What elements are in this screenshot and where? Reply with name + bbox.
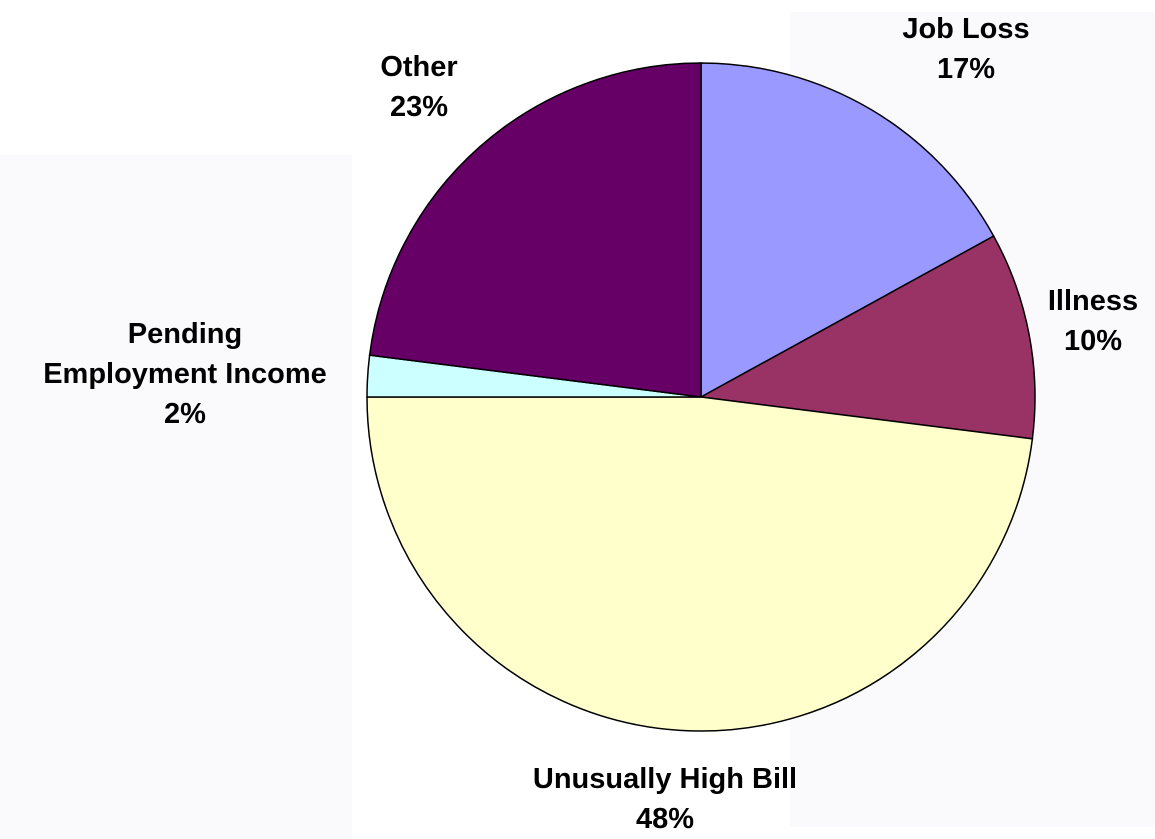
slice-label-job-loss: Job Loss 17% bbox=[902, 13, 1029, 85]
slice-labels: Job Loss 17% Illness 10% Unusually High Bill… bbox=[43, 13, 1138, 835]
slice-label-unusually-high-bill: Unusually High Bill 48% bbox=[533, 763, 797, 835]
slice-label-illness: Illness 10% bbox=[1048, 285, 1138, 357]
pie-slices bbox=[366, 62, 1036, 732]
pie-slice-other bbox=[368, 62, 702, 398]
pie-slice-job-loss bbox=[700, 62, 995, 399]
slice-label-other: Other 23% bbox=[380, 51, 457, 123]
pie-slice-illness bbox=[698, 235, 1036, 440]
pie-slice-unusually-high-bill bbox=[366, 396, 1034, 732]
background-panel-left bbox=[0, 155, 352, 839]
slice-label-pending-employment-income: Pending Employment Income 2% bbox=[43, 318, 327, 430]
